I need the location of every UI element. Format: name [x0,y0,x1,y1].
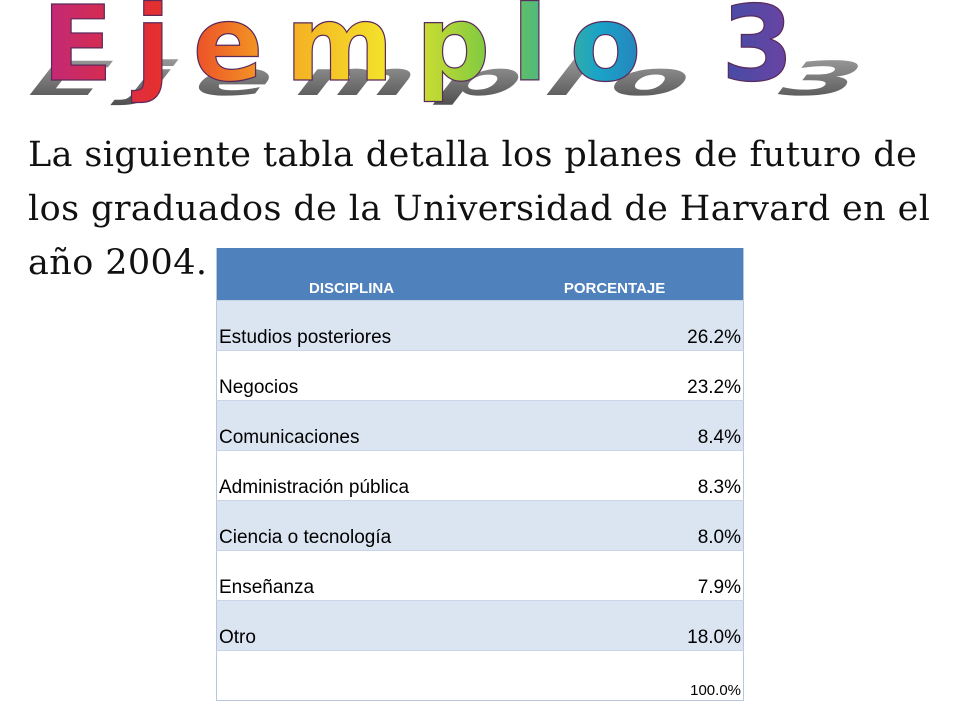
percent-cell: 7.9% [486,550,744,601]
percent-cell: 8.3% [486,450,744,501]
total-label-cell [216,650,487,701]
discipline-cell: Estudios posteriores [216,300,487,351]
title-shadow: Ejemplo 3 [10,52,906,107]
percent-cell: 26.2% [486,300,744,351]
table-row: Administración pública 8.3% [216,450,744,501]
intro-paragraph: La siguiente tabla detalla los planes de… [28,135,931,283]
table-row: Negocios 23.2% [216,350,744,401]
percent-cell: 23.2% [486,350,744,401]
table-header-row: DISCIPLINA PORCENTAJE [216,248,744,301]
discipline-cell: Otro [216,600,487,651]
discipline-cell: Enseñanza [216,550,487,601]
table-row: Enseñanza 7.9% [216,550,744,601]
title-text: Ejemplo 3 [42,0,816,105]
discipline-cell: Administración pública [216,450,487,501]
discipline-cell: Comunicaciones [216,400,487,451]
percent-cell: 18.0% [486,600,744,651]
discipline-cell: Negocios [216,350,487,401]
header-percentage: PORCENTAJE [486,248,744,301]
total-percent-cell: 100.0% [486,650,744,701]
disciplines-table: DISCIPLINA PORCENTAJE Estudios posterior… [216,248,744,701]
percent-cell: 8.4% [486,400,744,451]
table-row: Ciencia o tecnología 8.0% [216,500,744,551]
percent-cell: 8.0% [486,500,744,551]
table-row: Otro 18.0% [216,600,744,651]
table-row: Estudios posteriores 26.2% [216,300,744,351]
table-row: Comunicaciones 8.4% [216,400,744,451]
wordart-title: Ejemplo 3 Ejemplo 3 [0,0,960,130]
header-discipline: DISCIPLINA [216,248,487,301]
table-total-row: 100.0% [216,650,744,701]
wordart-title-graphic: Ejemplo 3 Ejemplo 3 [10,0,906,107]
discipline-cell: Ciencia o tecnología [216,500,487,551]
